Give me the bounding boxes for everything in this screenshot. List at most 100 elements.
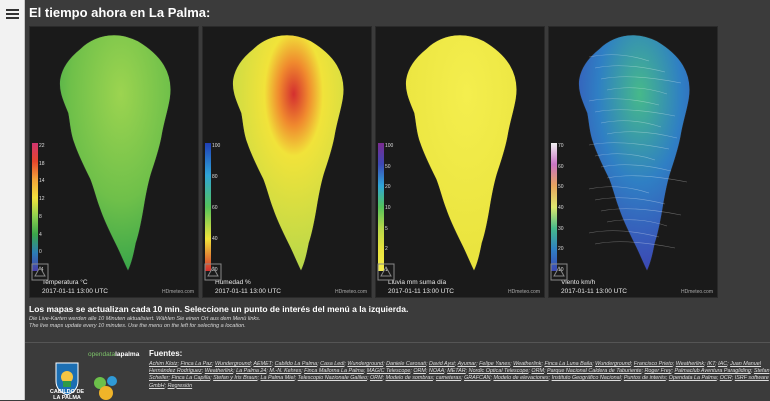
scale-tick-label: 20 xyxy=(385,184,391,191)
source-link[interactable]: Finca La Paz xyxy=(180,361,212,367)
scale-tick-label: 40 xyxy=(558,205,564,211)
scale-tick-label: 2 xyxy=(385,246,388,253)
source-link[interactable]: La Palma Miel xyxy=(260,375,295,382)
scale-tick-label: 60 xyxy=(558,163,564,170)
menu-icon[interactable] xyxy=(6,9,19,19)
source-link[interactable]: Felipe Yanes xyxy=(479,361,511,367)
source-link[interactable]: Palmaclub Aventura Paragliding xyxy=(674,368,751,375)
sources-title: Fuentes: xyxy=(149,349,183,358)
map-timestamp: 2017-01-11 13:00 UTC xyxy=(215,288,282,295)
cabildo-label: CABILDO DE LA PALMA xyxy=(49,389,85,401)
source-link[interactable]: Modelo de sombras xyxy=(385,375,433,382)
scale-tick-label: 30 xyxy=(558,225,564,232)
source-link[interactable]: Puntos de interés xyxy=(623,375,666,382)
map-rain[interactable]: 100 50 20 10 5 2 1 Lluvia mm suma día 2017-01-11… xyxy=(375,26,545,298)
source-link[interactable]: ORM xyxy=(413,368,426,375)
scale-tick-label: 18 xyxy=(39,160,45,167)
source-link[interactable]: Finca La Luna Baila xyxy=(544,361,593,367)
source-link[interactable]: Achim Klotz xyxy=(149,361,178,367)
color-scale xyxy=(32,143,38,271)
scale-tick-label: 70 xyxy=(558,143,564,149)
island-shape xyxy=(578,34,691,272)
source-link[interactable]: Daniele Carosati xyxy=(386,361,426,367)
scale-tick-label: 100 xyxy=(212,143,221,149)
source-link[interactable]: Instituto Geográfico Nacional xyxy=(551,375,621,382)
map-humidity[interactable]: 100 80 60 40 20 Humedad % 2017-01-11 13:00 UTC… xyxy=(202,26,372,298)
map-wind[interactable]: 70 60 50 40 30 20 10 Viento km/h 2017-01-11 13:0… xyxy=(548,26,718,298)
opendata-mark-icon xyxy=(94,376,117,400)
source-link[interactable]: Parque Nacional Caldera de Taburiente xyxy=(546,368,642,375)
source-link[interactable]: Telescopio Nazionale Galileo xyxy=(297,375,367,382)
source-link[interactable]: Casa Ledi xyxy=(320,361,345,367)
source-link[interactable]: Stefan y Iris Braun xyxy=(213,375,258,382)
wind-streamline xyxy=(594,241,676,249)
source-link[interactable]: Opendata La Palma xyxy=(668,375,717,382)
source-link[interactable]: Roger Frey xyxy=(644,368,672,375)
scale-tick-label: 50 xyxy=(385,163,391,170)
opendata-lapalma-logo[interactable]: opendatalapalma xyxy=(88,351,140,358)
scale-tick-label: 60 xyxy=(212,205,218,211)
source-link[interactable]: Regresión xyxy=(167,382,193,389)
source-link[interactable]: NOAA xyxy=(428,368,445,375)
source-link[interactable]: Cabildo La Palma xyxy=(274,361,318,367)
island-map xyxy=(578,34,691,272)
source-link[interactable]: Nordic Optical Telescope xyxy=(468,368,529,375)
source-link[interactable]: Wunderground xyxy=(347,361,384,367)
wind-streamline xyxy=(588,186,650,194)
source-link[interactable]: METAR xyxy=(447,368,466,375)
source-link[interactable]: Wunderground xyxy=(214,361,251,367)
source-link[interactable]: OCR xyxy=(719,375,732,382)
island-shape xyxy=(405,34,518,272)
scale-tick-label: 80 xyxy=(212,174,218,180)
scale-tick-label: 0 xyxy=(39,249,42,256)
scale-tick-label: 4 xyxy=(39,231,42,238)
source-link[interactable]: Finca La Capilla xyxy=(171,375,211,382)
source-link[interactable]: Weatherlink xyxy=(204,368,234,375)
source-link[interactable]: Wunderground xyxy=(595,361,631,367)
scale-tick-label: 1 xyxy=(385,267,388,273)
color-scale xyxy=(378,143,384,271)
sidebar xyxy=(0,0,25,400)
main-content: El tiempo ahora en La Palma: 22 18 14 12 8 4 0… xyxy=(25,0,770,401)
scale-tick-label: 8 xyxy=(39,213,42,220)
wind-streamline xyxy=(606,175,688,183)
hdmeteo-logo-icon xyxy=(550,263,568,281)
scale-tick-label: 50 xyxy=(558,184,564,191)
source-link[interactable]: MAGIC Telescope xyxy=(366,368,411,375)
source-link[interactable]: GRAFCAN xyxy=(464,375,491,382)
source-link[interactable]: Ayumar xyxy=(457,361,477,367)
source-link[interactable]: AEMET xyxy=(253,361,272,367)
source-link[interactable]: IKT xyxy=(707,361,716,367)
source-link[interactable]: ORM xyxy=(531,368,544,375)
map-brand: HDmeteo.com xyxy=(508,289,540,295)
scale-tick-label: 14 xyxy=(39,178,45,185)
wind-streamline xyxy=(588,142,670,150)
scale-tick-label: 40 xyxy=(212,236,218,242)
source-link[interactable]: Juan Manuel Hernández Rodríguez xyxy=(149,361,761,375)
island-map xyxy=(232,34,345,272)
map-brand: HDmeteo.com xyxy=(335,289,367,295)
source-link[interactable]: Francisco Prieto xyxy=(633,361,673,367)
map-label: Lluvia mm suma día xyxy=(388,279,447,286)
source-link[interactable]: La Palma 24 xyxy=(236,368,267,375)
source-link[interactable]: IAC xyxy=(718,361,728,367)
wind-streamline xyxy=(606,87,668,95)
source-link[interactable]: Weatherlink xyxy=(513,361,542,367)
island-map xyxy=(59,34,172,272)
wind-streamline xyxy=(600,164,672,172)
source-link[interactable]: Weatherlink xyxy=(675,361,705,367)
source-link[interactable]: David Ayut xyxy=(428,361,455,367)
source-link[interactable]: cameteras xyxy=(435,375,462,382)
source-link[interactable]: ISRF software GmbH xyxy=(149,375,769,389)
source-link[interactable]: Modelo de elevaciones xyxy=(493,375,549,382)
map-temperature[interactable]: 22 18 14 12 8 4 0 -4 Temperatura °C 2017-01-11 13… xyxy=(29,26,199,298)
map-label: Humedad % xyxy=(215,279,251,286)
source-link[interactable]: Stefan Scheller xyxy=(149,368,770,382)
color-scale xyxy=(205,143,211,271)
source-link[interactable]: ORM xyxy=(369,375,383,382)
map-label: Viento km/h xyxy=(561,279,596,286)
map-brand: HDmeteo.com xyxy=(681,289,713,295)
source-link[interactable]: M.-N. Kehres xyxy=(269,368,302,375)
source-link[interactable]: Finca Mallorna La Palma xyxy=(304,368,364,375)
update-notice: Los mapas se actualizan cada 10 min. Sel… xyxy=(29,304,409,314)
